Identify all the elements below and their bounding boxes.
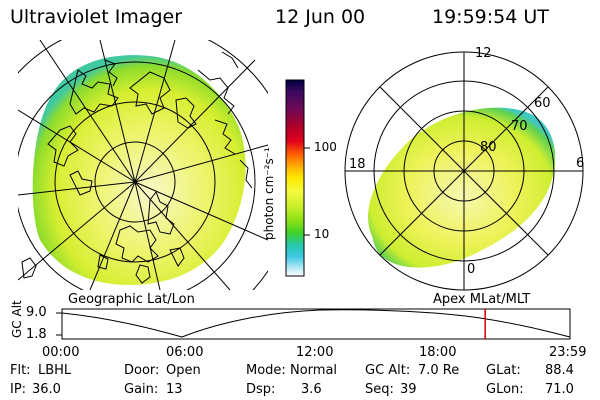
door-label: Door: xyxy=(124,363,160,378)
gain-label: Gain: xyxy=(124,382,159,397)
altitude-timeline xyxy=(56,308,571,340)
right-panel-label: Apex MLat/MLT xyxy=(433,292,531,307)
door-value: Open xyxy=(166,363,201,378)
timeline-xtick-2359: 23:59 xyxy=(549,345,587,360)
ip-label: IP: xyxy=(10,382,27,397)
altitude-curve xyxy=(61,309,571,338)
lat-label-60: 60 xyxy=(534,96,551,111)
dsp-label: Dsp: xyxy=(246,382,276,397)
mlt-label-12: 12 xyxy=(475,46,492,61)
instrument-title: Ultraviolet Imager xyxy=(10,6,183,28)
timeline-axis-label: GC Alt xyxy=(10,300,24,338)
time-label: 19:59:54 UT xyxy=(432,6,549,28)
meridian-lines xyxy=(18,40,268,290)
date-label: 12 Jun 00 xyxy=(275,6,366,28)
glon-value: 71.0 xyxy=(545,382,574,397)
latitude-circles xyxy=(18,40,268,290)
mode-label: Mode: xyxy=(246,363,286,378)
mlt-label-18: 18 xyxy=(349,157,366,172)
timeline-xtick-0600: 06:00 xyxy=(166,345,204,360)
gain-value: 13 xyxy=(166,382,183,397)
glat-value: 88.4 xyxy=(545,363,574,378)
mode-value: Normal xyxy=(290,363,338,378)
mlt-label-6: 6 xyxy=(576,156,585,171)
polar-grid-spokes xyxy=(345,52,583,290)
flt-value: LBHL xyxy=(38,363,72,378)
colorbar-unit-label: photon cm⁻²s⁻¹ xyxy=(262,147,276,240)
timeline-xtick-1800: 18:00 xyxy=(419,345,457,360)
colorbar-tick-100: 100 xyxy=(314,140,337,154)
timeline-ytick-min: 1.8 xyxy=(26,327,47,342)
magnetic-polar-plot xyxy=(344,51,584,291)
seq-label: Seq: xyxy=(365,382,394,397)
right-aurora-image xyxy=(368,107,556,268)
left-panel-label: Geographic Lat/Lon xyxy=(68,292,195,307)
mlt-label-0: 0 xyxy=(467,262,476,277)
timeline-xtick-1200: 12:00 xyxy=(296,345,334,360)
gc-alt-label: GC Alt: xyxy=(365,363,411,378)
flt-label: Flt: xyxy=(10,363,31,378)
ip-value: 36.0 xyxy=(32,382,61,397)
colorbar xyxy=(285,79,310,277)
dsp-value: 3.6 xyxy=(301,382,322,397)
glon-label: GLon: xyxy=(486,382,524,397)
timeline-ytick-max: 9.0 xyxy=(26,305,47,320)
colorbar-tick-10: 10 xyxy=(314,227,330,241)
left-aurora-image xyxy=(32,55,246,286)
gc-alt-value: 7.0 Re xyxy=(418,363,460,378)
lat-label-70: 70 xyxy=(511,119,528,134)
coastlines xyxy=(21,51,253,284)
seq-value: 39 xyxy=(400,382,417,397)
glat-label: GLat: xyxy=(486,363,521,378)
lat-label-80: 80 xyxy=(480,140,497,155)
geographic-map xyxy=(18,40,268,290)
timeline-xtick-0000: 00:00 xyxy=(42,345,80,360)
